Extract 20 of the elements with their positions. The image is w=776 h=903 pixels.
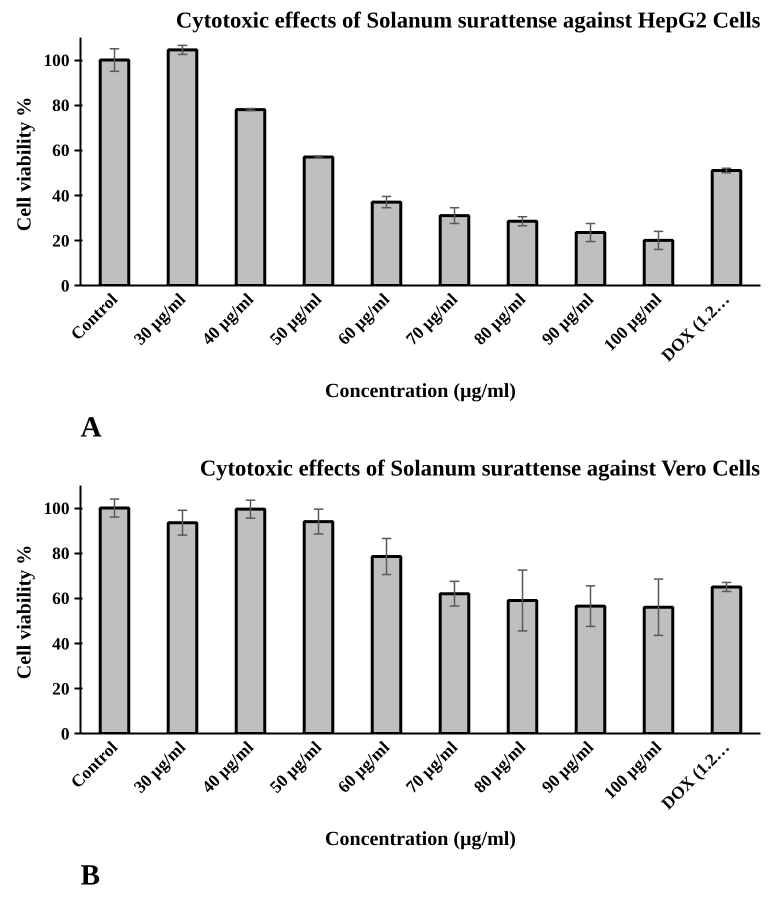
text: B [80,860,100,892]
y-tick-label: 80 [52,544,70,564]
y-axis-title: Cell viability % [14,544,36,680]
y-tick-label: 40 [52,186,70,206]
y-tick-label: 100 [44,499,70,518]
chart-title: Cytotoxic effects of Solanum surattense against Vero Cells [200,456,760,480]
x-axis-title: Concentration (µg/ml) [325,828,516,850]
x-axis-title: Concentration (µg/ml) [325,380,516,402]
y-tick-label: 40 [52,634,70,654]
y-tick-label: 100 [44,51,70,70]
text: A [80,412,102,444]
y-tick-label: 0 [60,724,70,744]
y-tick-label: 20 [52,231,70,250]
y-tick-label: 20 [52,679,70,698]
y-axis-title: Cell viability % [14,96,36,232]
y-tick-label: 80 [52,96,70,116]
y-tick-label: 0 [60,276,70,296]
chart-title: Cytotoxic effects of Solanum surattense against HepG2 Cells [176,8,761,32]
y-tick-label: 60 [52,589,70,608]
y-tick-label: 60 [52,141,70,160]
